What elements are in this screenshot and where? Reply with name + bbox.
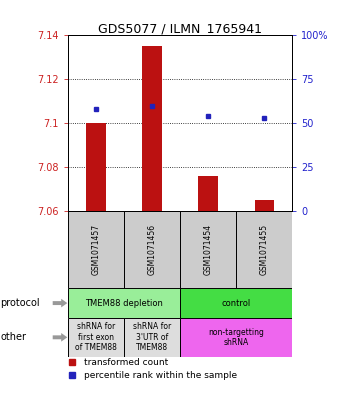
Bar	[180, 211, 236, 288]
Bar	[180, 318, 292, 356]
Bar	[180, 288, 292, 318]
Text: shRNA for
first exon
of TMEM88: shRNA for first exon of TMEM88	[75, 322, 117, 352]
Text: protocol: protocol	[0, 298, 40, 308]
Bar	[68, 288, 180, 318]
Text: GSM1071457: GSM1071457	[91, 224, 101, 275]
Text: GSM1071455: GSM1071455	[260, 224, 269, 275]
Text: GDS5077 / ILMN_1765941: GDS5077 / ILMN_1765941	[98, 22, 262, 35]
Bar	[68, 211, 124, 288]
Text: shRNA for
3'UTR of
TMEM88: shRNA for 3'UTR of TMEM88	[133, 322, 171, 352]
Bar	[142, 46, 162, 211]
Text: GSM1071454: GSM1071454	[204, 224, 213, 275]
Text: control: control	[222, 299, 251, 308]
Bar	[255, 200, 274, 211]
Bar	[124, 318, 180, 356]
Bar	[68, 318, 124, 356]
Bar	[199, 176, 218, 211]
Bar	[236, 211, 292, 288]
Text: percentile rank within the sample: percentile rank within the sample	[84, 371, 237, 380]
Bar	[124, 211, 180, 288]
Text: TMEM88 depletion: TMEM88 depletion	[85, 299, 163, 308]
Text: other: other	[0, 332, 26, 342]
Bar	[86, 123, 106, 211]
Text: GSM1071456: GSM1071456	[148, 224, 157, 275]
Text: non-targetting
shRNA: non-targetting shRNA	[208, 328, 264, 347]
Text: transformed count: transformed count	[84, 358, 168, 367]
